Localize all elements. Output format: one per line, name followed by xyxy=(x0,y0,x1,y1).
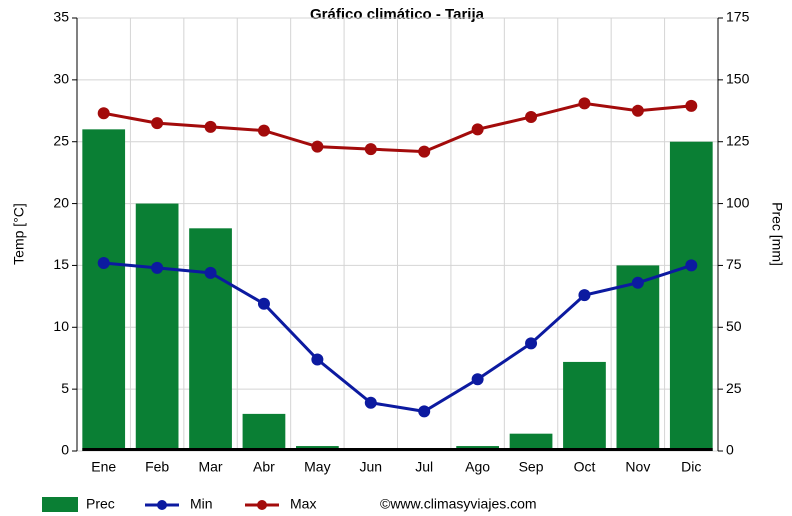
y2-tick-label: 100 xyxy=(726,194,750,210)
line xyxy=(103,101,692,154)
x-tick-label: May xyxy=(304,459,330,475)
bar xyxy=(82,129,126,452)
marker xyxy=(685,259,698,272)
marker xyxy=(97,256,110,269)
marker xyxy=(525,110,538,123)
x-tick-label: Sep xyxy=(519,459,544,475)
legend-marker xyxy=(257,500,267,510)
y2-tick-label: 0 xyxy=(726,442,734,458)
marker xyxy=(311,140,324,153)
marker xyxy=(418,145,431,158)
marker xyxy=(204,120,217,133)
marker xyxy=(631,276,644,289)
marker xyxy=(418,405,431,418)
y-tick-label: 30 xyxy=(53,71,69,87)
marker xyxy=(525,337,538,350)
bar xyxy=(616,265,660,451)
credit: ©www.climasyviajes.com xyxy=(380,496,537,512)
legend-label: Min xyxy=(190,496,213,512)
y2-tick-label: 25 xyxy=(726,380,742,396)
bar xyxy=(242,413,286,451)
marker xyxy=(257,297,270,310)
x-tick-label: Jul xyxy=(415,459,433,475)
y-axis-label: Temp [°C] xyxy=(11,203,27,265)
y2-tick-label: 125 xyxy=(726,132,750,148)
line xyxy=(103,261,692,413)
y2-tick-label: 150 xyxy=(726,71,750,87)
x-tick-label: Jun xyxy=(360,459,383,475)
x-tick-label: Nov xyxy=(625,459,650,475)
marker xyxy=(257,124,270,137)
bar xyxy=(135,203,179,451)
marker xyxy=(578,289,591,302)
x-tick-label: Ene xyxy=(91,459,116,475)
marker xyxy=(471,123,484,136)
y2-tick-label: 75 xyxy=(726,256,742,272)
y-tick-label: 15 xyxy=(53,256,69,272)
marker xyxy=(151,261,164,274)
bar xyxy=(189,228,232,451)
marker xyxy=(97,107,110,120)
y2-tick-label: 175 xyxy=(726,9,750,25)
x-tick-label: Ago xyxy=(465,459,490,475)
marker xyxy=(471,373,484,386)
y-tick-label: 20 xyxy=(53,194,69,210)
marker xyxy=(204,266,217,279)
marker xyxy=(685,99,698,112)
chart-title: Gráfico climático - Tarija xyxy=(310,6,485,23)
marker xyxy=(631,104,644,117)
marker xyxy=(578,97,591,110)
y2-tick-label: 50 xyxy=(726,318,742,334)
bar xyxy=(669,141,713,451)
y2-axis-label: Prec [mm] xyxy=(769,202,785,266)
legend-marker xyxy=(157,500,167,510)
legend-label: Prec xyxy=(86,496,115,512)
y-tick-label: 5 xyxy=(61,380,69,396)
x-tick-label: Abr xyxy=(253,459,275,475)
legend-label: Max xyxy=(290,496,316,512)
y-tick-label: 35 xyxy=(53,9,69,25)
legend-swatch xyxy=(42,497,78,512)
y-tick-label: 10 xyxy=(53,318,69,334)
bar xyxy=(563,361,606,451)
marker xyxy=(151,117,164,130)
marker xyxy=(311,353,324,366)
x-tick-label: Oct xyxy=(574,459,596,475)
x-tick-label: Feb xyxy=(145,459,169,475)
x-tick-label: Mar xyxy=(198,459,222,475)
bar xyxy=(509,433,553,451)
y-tick-label: 25 xyxy=(53,132,69,148)
y-tick-label: 0 xyxy=(61,442,69,458)
x-tick-label: Dic xyxy=(681,459,701,475)
marker xyxy=(364,143,377,156)
marker xyxy=(364,396,377,409)
